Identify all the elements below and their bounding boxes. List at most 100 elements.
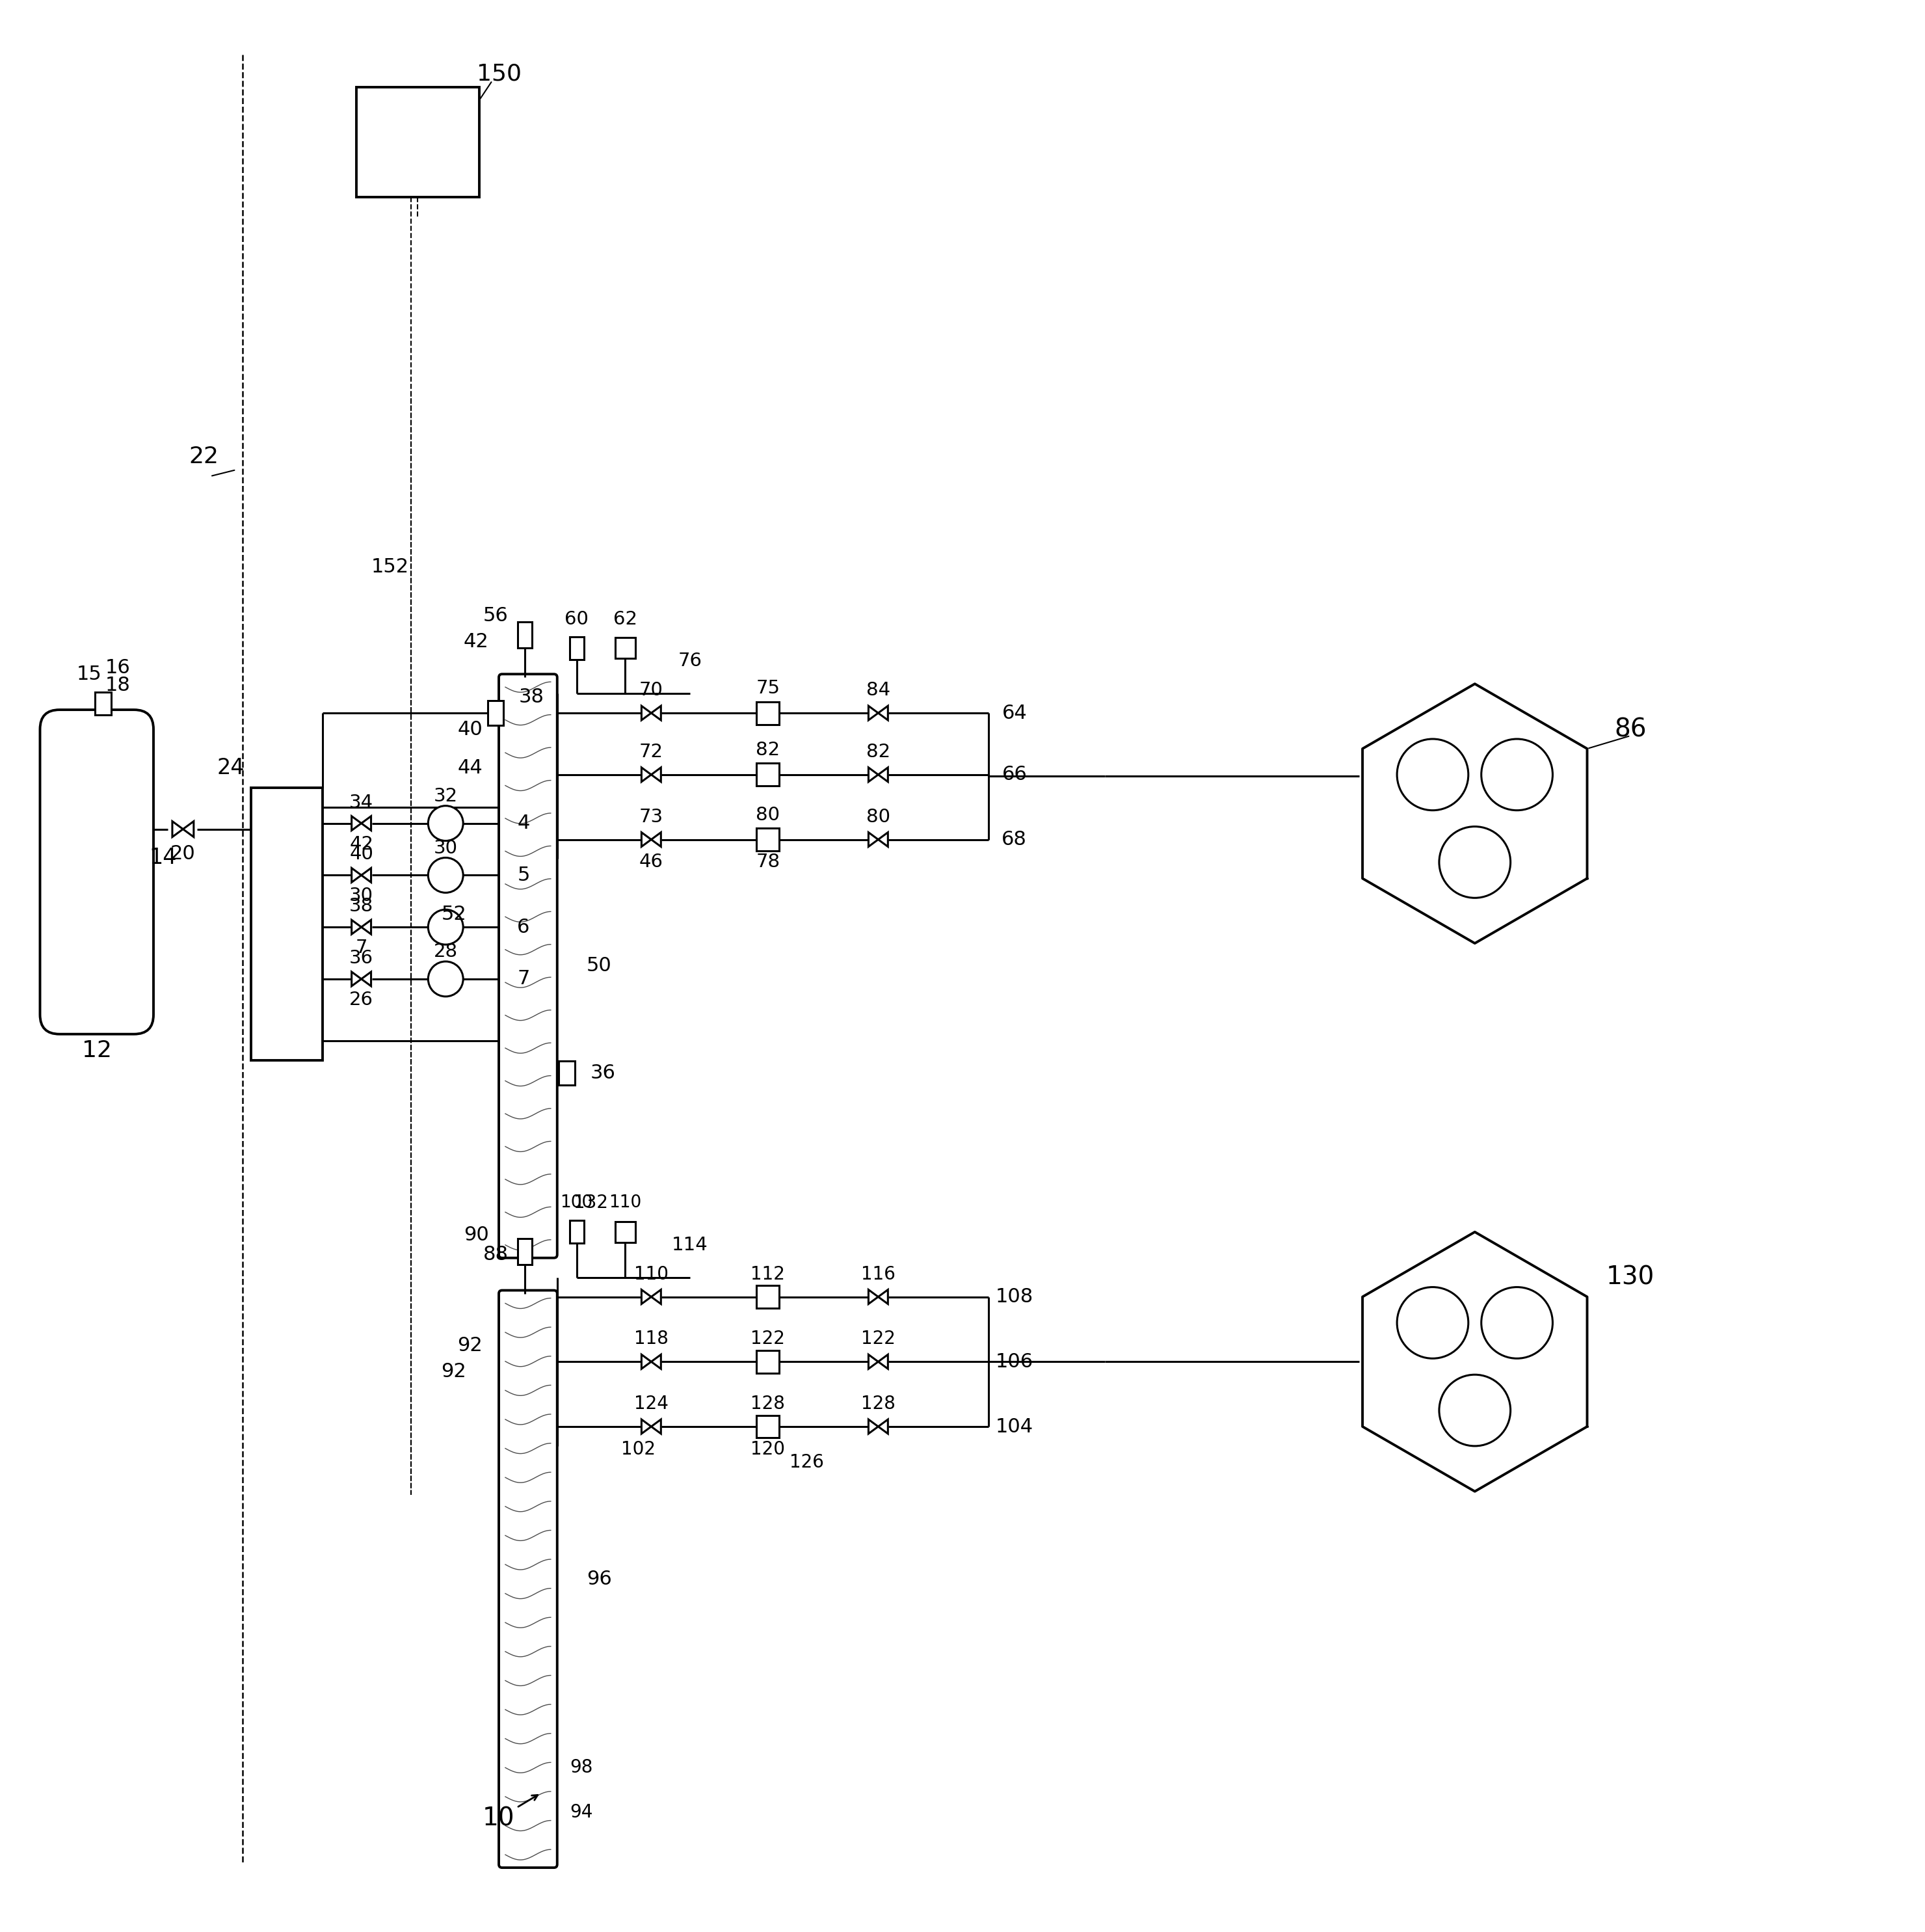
Bar xyxy=(757,763,780,786)
Text: 50: 50 xyxy=(587,956,612,976)
Polygon shape xyxy=(868,705,878,721)
Polygon shape xyxy=(868,833,878,846)
Text: 80: 80 xyxy=(866,808,889,825)
Text: 108: 108 xyxy=(995,1287,1034,1306)
Text: 86: 86 xyxy=(1615,717,1646,742)
Circle shape xyxy=(1482,738,1553,810)
Text: 36: 36 xyxy=(348,949,373,968)
Bar xyxy=(518,1238,531,1264)
Text: 100: 100 xyxy=(560,1194,593,1211)
Text: 6: 6 xyxy=(518,918,529,937)
Text: 66: 66 xyxy=(1001,765,1026,784)
Polygon shape xyxy=(651,833,660,846)
Text: 5: 5 xyxy=(518,866,529,885)
Text: 124: 124 xyxy=(633,1395,668,1412)
Polygon shape xyxy=(352,867,362,883)
Text: 4: 4 xyxy=(518,813,529,833)
FancyBboxPatch shape xyxy=(499,1291,556,1868)
Text: 92: 92 xyxy=(441,1362,466,1381)
Text: 152: 152 xyxy=(372,558,408,576)
Polygon shape xyxy=(352,972,362,985)
Text: 46: 46 xyxy=(639,854,664,871)
Polygon shape xyxy=(362,815,372,831)
Text: 76: 76 xyxy=(678,651,703,670)
Bar xyxy=(614,1221,635,1242)
Text: 104: 104 xyxy=(995,1418,1034,1435)
Polygon shape xyxy=(362,972,372,985)
Bar xyxy=(570,1221,583,1244)
Bar xyxy=(94,692,112,715)
Text: 16: 16 xyxy=(104,659,131,676)
Text: 82: 82 xyxy=(757,740,780,759)
Text: 130: 130 xyxy=(1605,1265,1656,1291)
Polygon shape xyxy=(183,821,194,837)
Text: 40: 40 xyxy=(458,721,483,738)
Text: 32: 32 xyxy=(433,786,458,806)
Circle shape xyxy=(1440,1376,1511,1445)
Text: 96: 96 xyxy=(587,1569,612,1588)
Text: 60: 60 xyxy=(564,611,589,628)
Text: 20: 20 xyxy=(171,844,196,864)
Text: 118: 118 xyxy=(633,1329,668,1349)
Text: 44: 44 xyxy=(458,759,483,777)
Text: 7: 7 xyxy=(518,970,529,989)
Polygon shape xyxy=(878,833,887,846)
Text: 126: 126 xyxy=(789,1453,824,1472)
Text: 52: 52 xyxy=(441,904,466,923)
Text: 30: 30 xyxy=(433,838,458,858)
Text: 30: 30 xyxy=(348,887,373,904)
Circle shape xyxy=(1482,1287,1553,1358)
Text: 73: 73 xyxy=(639,808,664,825)
Text: 34: 34 xyxy=(348,794,373,811)
Polygon shape xyxy=(173,821,183,837)
Polygon shape xyxy=(878,1420,887,1434)
Circle shape xyxy=(427,806,464,840)
Text: 106: 106 xyxy=(995,1352,1034,1372)
Bar xyxy=(757,1416,780,1437)
Text: 84: 84 xyxy=(866,682,889,699)
Text: 122: 122 xyxy=(751,1329,785,1349)
Text: 36: 36 xyxy=(589,1065,616,1082)
Polygon shape xyxy=(651,767,660,782)
Bar xyxy=(757,829,780,850)
Bar xyxy=(614,638,635,659)
FancyBboxPatch shape xyxy=(40,709,154,1034)
Text: 120: 120 xyxy=(751,1439,785,1459)
Polygon shape xyxy=(868,1420,878,1434)
Polygon shape xyxy=(641,705,651,721)
Text: 110: 110 xyxy=(633,1265,668,1283)
Polygon shape xyxy=(651,1420,660,1434)
Polygon shape xyxy=(641,767,651,782)
Polygon shape xyxy=(878,1354,887,1370)
Text: 24: 24 xyxy=(218,757,244,779)
Text: 68: 68 xyxy=(1001,831,1028,848)
Text: 42: 42 xyxy=(348,835,373,854)
Text: 22: 22 xyxy=(189,446,219,468)
Text: 62: 62 xyxy=(614,611,637,628)
Bar xyxy=(558,1061,576,1086)
Bar xyxy=(757,1350,780,1374)
Text: 90: 90 xyxy=(464,1225,489,1244)
Polygon shape xyxy=(878,705,887,721)
Circle shape xyxy=(427,910,464,945)
Bar xyxy=(487,701,504,724)
Text: 38: 38 xyxy=(518,688,545,707)
Text: 12: 12 xyxy=(81,1039,112,1061)
Text: 78: 78 xyxy=(757,854,780,871)
Polygon shape xyxy=(868,767,878,782)
Polygon shape xyxy=(641,1291,651,1304)
Text: 128: 128 xyxy=(751,1395,785,1412)
Text: 7: 7 xyxy=(356,939,368,956)
Bar xyxy=(356,87,479,197)
Polygon shape xyxy=(868,1291,878,1304)
Text: 18: 18 xyxy=(104,676,131,696)
Circle shape xyxy=(1398,738,1469,810)
Text: 40: 40 xyxy=(348,846,373,864)
Polygon shape xyxy=(868,1354,878,1370)
Polygon shape xyxy=(641,1354,651,1370)
Text: 88: 88 xyxy=(483,1246,508,1264)
Text: 38: 38 xyxy=(348,896,373,916)
Text: 150: 150 xyxy=(475,64,522,85)
Bar xyxy=(757,701,780,724)
Text: 75: 75 xyxy=(757,680,780,697)
